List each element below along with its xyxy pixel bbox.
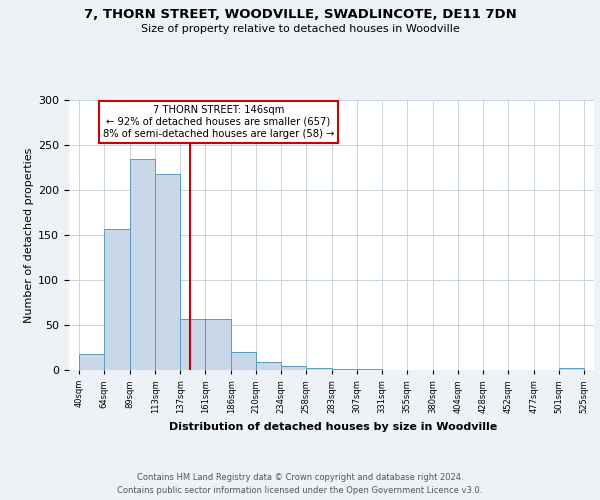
Text: Size of property relative to detached houses in Woodville: Size of property relative to detached ho… (140, 24, 460, 34)
Bar (306, 368, 332, 370)
Bar (281, 366, 306, 370)
Y-axis label: Number of detached properties: Number of detached properties (24, 148, 34, 322)
Bar (357, 369, 382, 370)
Bar (130, 158, 155, 370)
Bar (155, 174, 180, 370)
Text: 7, THORN STREET, WOODVILLE, SWADLINCOTE, DE11 7DN: 7, THORN STREET, WOODVILLE, SWADLINCOTE,… (83, 8, 517, 20)
Text: Contains public sector information licensed under the Open Government Licence v3: Contains public sector information licen… (118, 486, 482, 495)
Bar (180, 318, 205, 370)
Text: Contains HM Land Registry data © Crown copyright and database right 2024.: Contains HM Land Registry data © Crown c… (137, 472, 463, 482)
Bar (104, 228, 130, 370)
Text: 7 THORN STREET: 146sqm
← 92% of detached houses are smaller (657)
8% of semi-det: 7 THORN STREET: 146sqm ← 92% of detached… (103, 106, 334, 138)
Bar (256, 362, 281, 370)
Bar (79, 354, 104, 370)
Bar (231, 352, 256, 370)
Bar (332, 369, 357, 370)
Bar (559, 368, 584, 370)
Text: Distribution of detached houses by size in Woodville: Distribution of detached houses by size … (169, 422, 497, 432)
Bar (205, 318, 231, 370)
